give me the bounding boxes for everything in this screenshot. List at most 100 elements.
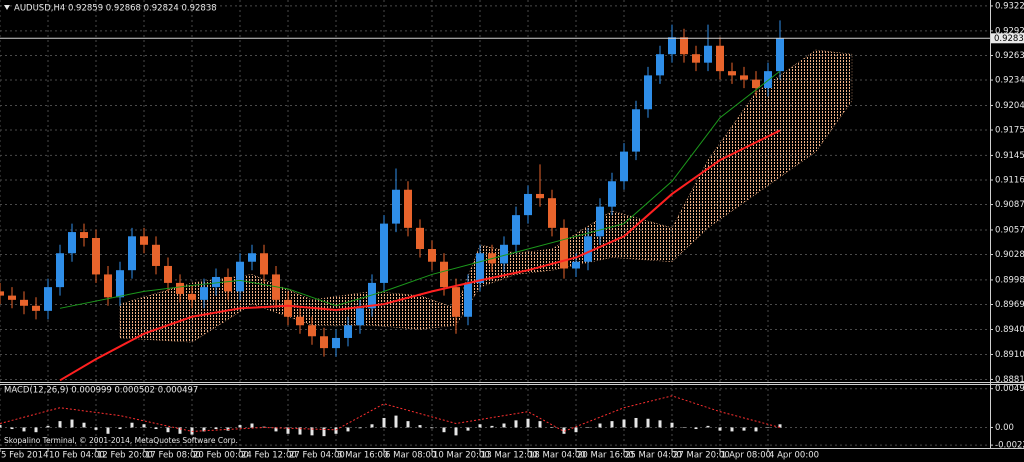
- y-tick-label: 0.88810: [995, 375, 1024, 385]
- y-tick-label: 0.90875: [995, 200, 1024, 210]
- histogram-bar: [670, 422, 674, 428]
- histogram-bar: [58, 421, 62, 428]
- indicator-line: [59, 70, 781, 309]
- histogram-bar: [430, 427, 434, 429]
- candle-body: [320, 336, 328, 349]
- x-tick-label: 5 Feb 2014: [1, 451, 49, 461]
- x-tick-label: 13 Mar 12:00: [481, 451, 538, 461]
- candle-body: [380, 223, 388, 283]
- indicator-title: MACD(12,26,9) 0.000999 0.000502 0.000497: [4, 386, 198, 396]
- candle-body: [476, 253, 484, 283]
- candle-body: [428, 249, 436, 262]
- candle-body: [416, 227, 424, 250]
- histogram-bar: [370, 424, 374, 428]
- candle-body: [116, 270, 124, 298]
- candle-body: [308, 325, 316, 337]
- candle-body: [80, 232, 88, 239]
- histogram-bar: [682, 427, 686, 428]
- candle-body: [560, 227, 568, 269]
- histogram-bar: [334, 427, 338, 434]
- candle-body: [728, 71, 736, 76]
- candle-body: [608, 181, 616, 207]
- candle-body: [200, 287, 208, 300]
- symbol-menu-icon[interactable]: [4, 5, 10, 10]
- y-tick-label: 0.90575: [995, 225, 1024, 235]
- histogram-bar: [166, 427, 170, 433]
- histogram-bar: [586, 427, 590, 428]
- candle-body: [548, 198, 556, 228]
- histogram-bar: [10, 427, 14, 430]
- candle-body: [524, 193, 532, 216]
- y-tick-label: 0.92045: [995, 101, 1024, 111]
- histogram-bar: [778, 424, 782, 428]
- x-tick-label: 27 Feb 04:00: [289, 451, 345, 461]
- histogram-bar: [46, 425, 50, 428]
- x-tick-label: 10 Mar 20:00: [433, 451, 490, 461]
- candle-body: [668, 37, 676, 55]
- histogram-bar: [478, 424, 482, 428]
- x-tick-label: 20 Mar 16:00: [577, 451, 634, 461]
- histogram-bar: [502, 423, 506, 428]
- candle-body: [704, 45, 712, 63]
- y-tick-label: 0.89695: [995, 300, 1024, 310]
- histogram-bar: [610, 421, 614, 428]
- histogram-bar: [22, 427, 26, 432]
- histogram-bar: [442, 427, 446, 433]
- histogram-bar: [550, 427, 554, 428]
- x-tick-label: 27 Mar 20:00: [673, 451, 730, 461]
- candle-body: [572, 261, 580, 269]
- candle-body: [164, 265, 172, 283]
- candle-body: [8, 295, 16, 300]
- histogram-bar: [538, 421, 542, 428]
- candle-body: [752, 79, 760, 89]
- y-tick-label: 0.00: [995, 423, 1014, 433]
- histogram-bar: [622, 419, 626, 428]
- histogram-bar: [694, 427, 698, 430]
- histogram-bar: [742, 427, 746, 431]
- histogram-bar: [322, 427, 326, 437]
- indicator-line: [59, 129, 781, 382]
- candle-body: [20, 299, 28, 306]
- candle-body: [296, 316, 304, 326]
- histogram-bar: [718, 427, 722, 431]
- histogram-bar: [514, 420, 518, 428]
- candle-body: [584, 236, 592, 262]
- y-tick-label: 0.92925: [995, 26, 1024, 36]
- histogram-bar: [82, 422, 86, 428]
- x-tick-label: 17 Feb 08:00: [145, 451, 201, 461]
- candle-body: [680, 37, 688, 55]
- ichimoku-cloud: [119, 49, 853, 343]
- candle-body: [332, 337, 340, 349]
- histogram-bar: [298, 427, 302, 435]
- candle-body: [356, 308, 364, 326]
- copyright: Skopalino Terminal, © 2001-2014, MetaQuo…: [4, 436, 238, 445]
- candle-body: [536, 193, 544, 199]
- histogram-bar: [34, 427, 38, 433]
- y-tick-label: 0.004906: [995, 384, 1024, 394]
- histogram-bar: [178, 427, 182, 434]
- histogram-bar: [646, 418, 650, 428]
- candle-body: [632, 109, 640, 152]
- candle-body: [344, 325, 352, 338]
- histogram-bar: [286, 427, 290, 434]
- candle-body: [212, 276, 220, 288]
- x-tick-label: 4 Apr 00:00: [769, 451, 819, 461]
- histogram-bar: [310, 427, 314, 436]
- x-tick-label: 12 Feb 20:00: [97, 451, 153, 461]
- candle-body: [392, 189, 400, 224]
- histogram-bar: [202, 427, 206, 432]
- histogram-bar: [346, 427, 350, 432]
- histogram-bar: [574, 427, 578, 433]
- histogram-bar: [106, 427, 110, 434]
- candle-body: [56, 253, 64, 288]
- y-tick-label: 0.89105: [995, 350, 1024, 360]
- candle-body: [368, 282, 376, 309]
- histogram-bar: [634, 417, 638, 428]
- candle-body: [224, 276, 232, 292]
- histogram-bar: [598, 423, 602, 428]
- histogram-bar: [418, 425, 422, 428]
